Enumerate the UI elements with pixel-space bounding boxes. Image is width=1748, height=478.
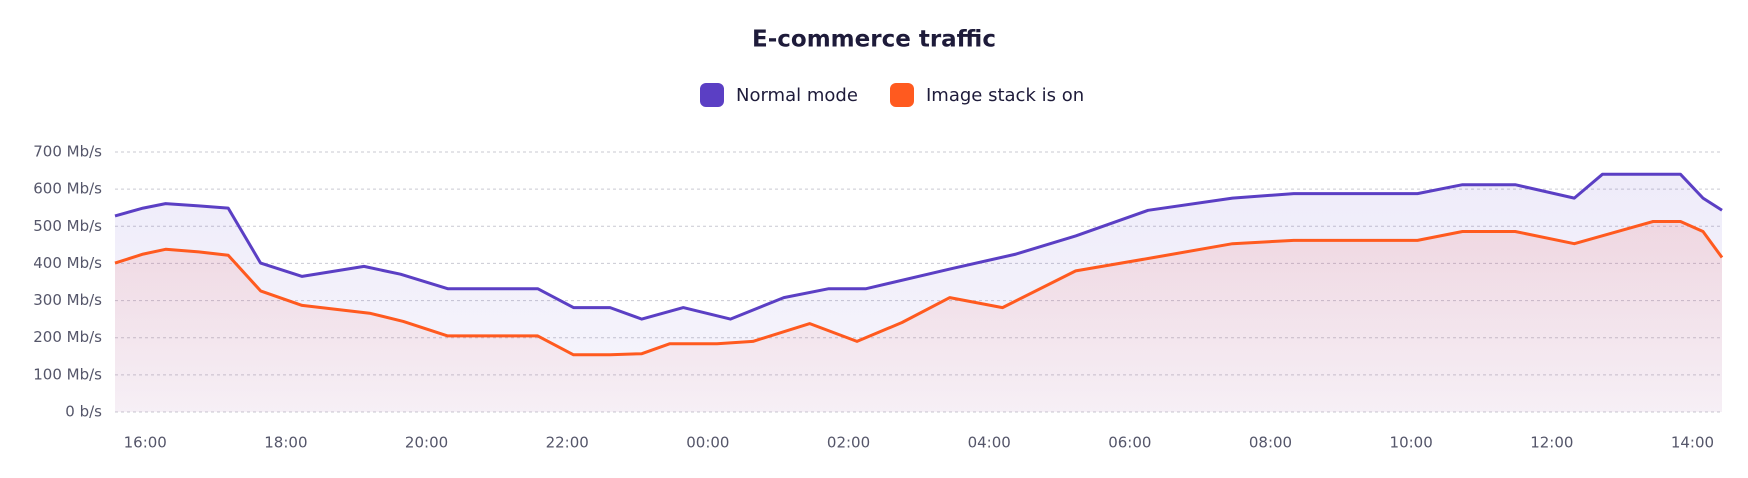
x-tick-label: 06:00 (1108, 434, 1151, 452)
x-tick-label: 10:00 (1390, 434, 1433, 452)
y-tick-label: 100 Mb/s (33, 365, 102, 383)
series-line (114, 172, 1723, 321)
series-area (115, 221, 1722, 412)
y-tick-label: 300 Mb/s (33, 291, 102, 309)
chart-title: E-commerce traffic (752, 27, 996, 53)
x-tick-label: 04:00 (968, 434, 1011, 452)
series-line (114, 220, 1724, 357)
y-tick-label: 700 Mb/s (33, 143, 102, 161)
legend-label: Normal mode (736, 85, 858, 106)
x-tick-label: 08:00 (1249, 434, 1292, 452)
x-tick-label: 16:00 (124, 434, 167, 452)
legend-swatch (700, 83, 724, 107)
legend-swatch (890, 83, 914, 107)
x-tick-label: 14:00 (1671, 434, 1714, 452)
y-tick-label: 0 b/s (65, 403, 102, 421)
x-tick-label: 12:00 (1530, 434, 1573, 452)
y-tick-label: 400 Mb/s (33, 254, 102, 272)
y-tick-label: 600 Mb/s (33, 180, 102, 198)
x-tick-label: 00:00 (686, 434, 729, 452)
legend-label: Image stack is on (926, 85, 1084, 106)
x-tick-label: 02:00 (827, 434, 870, 452)
x-tick-label: 22:00 (546, 434, 589, 452)
y-tick-label: 200 Mb/s (33, 328, 102, 346)
x-tick-label: 18:00 (264, 434, 307, 452)
x-tick-label: 20:00 (405, 434, 448, 452)
y-tick-label: 500 Mb/s (33, 217, 102, 235)
